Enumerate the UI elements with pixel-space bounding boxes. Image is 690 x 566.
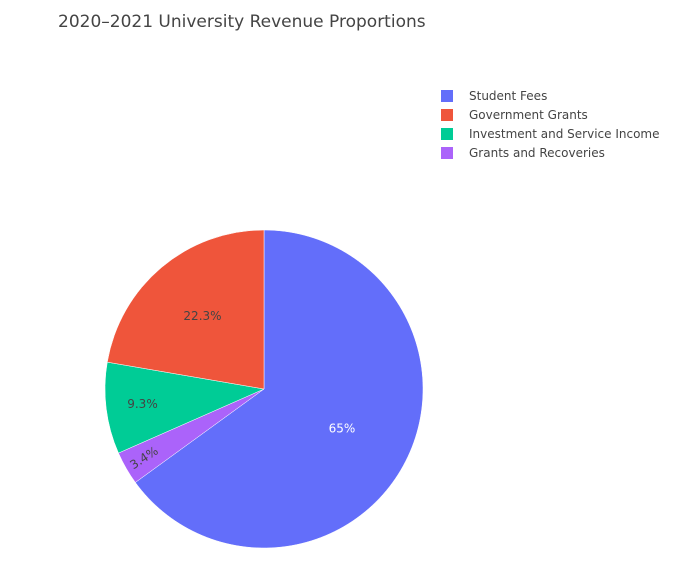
slice-label: 9.3% — [127, 397, 158, 411]
pie-slice-investment-and-service-income[interactable] — [104, 361, 265, 454]
legend-swatch — [441, 127, 453, 140]
chart-title: 2020–2021 University Revenue Proportions — [58, 12, 426, 32]
legend-label: Student Fees — [469, 88, 548, 103]
legend-item[interactable]: Investment and Service Income — [441, 124, 660, 143]
legend-label: Investment and Service Income — [469, 126, 660, 141]
slice-label: 22.3% — [183, 309, 221, 323]
pie-slice-government-grants[interactable] — [106, 229, 265, 390]
legend-label: Government Grants — [469, 107, 588, 122]
legend-swatch — [441, 108, 453, 121]
slice-label: 65% — [329, 422, 356, 436]
legend-swatch — [441, 89, 453, 102]
legend-item[interactable]: Student Fees — [441, 86, 660, 105]
legend-item[interactable]: Government Grants — [441, 105, 660, 124]
legend-swatch — [441, 146, 453, 159]
legend-label: Grants and Recoveries — [469, 145, 605, 160]
pie-slice-student-fees[interactable] — [135, 229, 424, 549]
legend: Student Fees Government Grants Investmen… — [441, 86, 660, 162]
legend-item[interactable]: Grants and Recoveries — [441, 143, 660, 162]
